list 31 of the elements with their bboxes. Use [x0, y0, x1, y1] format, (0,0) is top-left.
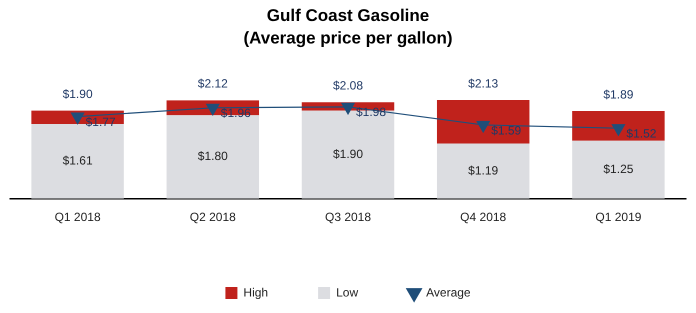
total-label: $2.12	[198, 76, 228, 91]
data-label: $1.19	[468, 163, 499, 178]
data-label: $1.80	[198, 149, 228, 164]
point	[476, 120, 490, 133]
total-label: $2.13	[468, 76, 499, 90]
x-tick-label: Q1 2018	[54, 210, 101, 224]
x-tick-label: Q1 2019	[595, 210, 642, 224]
total-label: $2.08	[332, 78, 364, 93]
legend-label: Low	[336, 285, 358, 300]
data-label: $1.61	[62, 154, 93, 168]
x-tick-label: Q2 2018	[190, 210, 236, 224]
data-label: $1.52	[626, 126, 657, 141]
total-label: $1.89	[603, 87, 634, 102]
data-label: $1.90	[332, 146, 364, 161]
point	[70, 112, 84, 124]
bar	[572, 140, 665, 199]
point	[612, 124, 626, 136]
point	[341, 102, 355, 114]
data-label: $1.25	[603, 162, 634, 176]
total-label: $1.90	[62, 86, 93, 101]
bar	[436, 143, 530, 199]
bar	[572, 111, 665, 141]
legend-label: High	[243, 285, 268, 300]
data-label: $1.59	[491, 123, 522, 138]
legend-label: Average	[426, 285, 471, 300]
bar	[436, 100, 530, 144]
point	[206, 104, 220, 116]
x-tick-label: Q4 2018	[460, 210, 507, 224]
x-tick-label: Q3 2018	[324, 210, 372, 224]
text: (Average price per gallon)	[243, 28, 453, 48]
chart-title: Gulf Coast Gasoline	[266, 6, 430, 25]
